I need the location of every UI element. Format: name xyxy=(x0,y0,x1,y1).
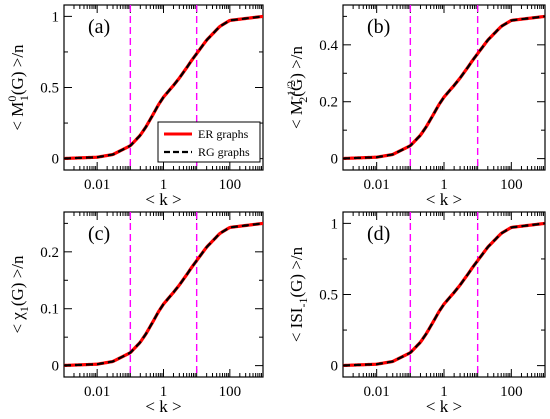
y-label-base: < χ xyxy=(8,312,27,334)
y-label-sub: -1 xyxy=(296,298,310,308)
y-tick-label: 0 xyxy=(52,359,60,375)
x-tick-label: 100 xyxy=(500,177,523,193)
y-tick-label: 1 xyxy=(331,216,339,232)
y-axis-label: < χ1(G) >/n xyxy=(8,255,31,334)
y-axis-label: < M-1/22(G) >/n xyxy=(284,46,310,129)
x-tick-label: 1 xyxy=(440,384,448,400)
x-tick-label: 0.01 xyxy=(84,177,110,193)
panel-label: (a) xyxy=(88,16,110,38)
x-tick-label: 0.01 xyxy=(364,177,390,193)
x-tick-label: 100 xyxy=(219,384,242,400)
chart-panel-b: 0.01 1 100 0 0.2 0.4 (b) < k > < M-1/22(G) >/n xyxy=(284,4,546,209)
panel-label: (c) xyxy=(88,223,110,245)
legend-entry: RG graphs xyxy=(198,145,250,159)
y-tick-label: 0.2 xyxy=(40,245,59,261)
y-label-tail: (G) >/n xyxy=(8,255,27,306)
y-tick-label: 0 xyxy=(52,152,60,168)
y-tick-label: 0.2 xyxy=(319,95,338,111)
y-tick-label: 0.5 xyxy=(40,81,59,97)
panel-label: (b) xyxy=(367,16,390,38)
series-line-rg xyxy=(64,222,263,367)
y-tick-label: 0.4 xyxy=(319,38,338,54)
y-axis-label: < ISI-1(G) >/n xyxy=(287,246,310,342)
x-tick-label: 100 xyxy=(219,177,242,193)
y-label-base: < M xyxy=(8,102,27,131)
x-tick-label: 1 xyxy=(160,177,168,193)
series-line-rg xyxy=(343,222,545,367)
y-tick-label: 0 xyxy=(331,359,339,375)
y-label-tail: (G) >/n xyxy=(8,44,27,95)
y-tick-label: 0.5 xyxy=(319,288,338,304)
x-axis-label: < k > xyxy=(426,397,462,414)
y-axis-label: < M01(G) >/n xyxy=(5,44,31,131)
panel-label: (d) xyxy=(367,223,390,245)
legend-entry: ER graphs xyxy=(198,127,249,141)
x-tick-label: 0.01 xyxy=(84,384,110,400)
y-label-sup: -1/2 xyxy=(284,81,298,100)
y-label-base: < M xyxy=(287,100,306,129)
y-tick-label: 0.1 xyxy=(40,302,59,318)
series-line-rg xyxy=(64,15,263,160)
y-tick-label: 1 xyxy=(52,9,60,25)
x-tick-label: 1 xyxy=(440,177,448,193)
y-tick-label: 0 xyxy=(331,152,339,168)
x-tick-label: 0.01 xyxy=(364,384,390,400)
x-tick-label: 100 xyxy=(500,384,523,400)
legend-box xyxy=(157,121,261,163)
series-line-rg xyxy=(343,15,545,160)
x-tick-label: 1 xyxy=(160,384,168,400)
y-label-tail: (G) >/n xyxy=(287,46,306,97)
y-label-sub: 1 xyxy=(17,306,31,312)
y-label-sub: 2 xyxy=(296,97,310,103)
y-label-base: < ISI xyxy=(287,307,306,342)
x-axis-label: < k > xyxy=(426,190,462,209)
y-label-sup: 0 xyxy=(5,96,19,102)
y-label-sub: 1 xyxy=(17,95,31,101)
x-axis-label: < k > xyxy=(145,397,181,414)
x-axis-label: < k > xyxy=(145,190,181,209)
y-label-tail: (G) >/n xyxy=(287,246,306,297)
chart-panel-d: 0.01 1 100 0 0.5 1 (d) < k > < ISI-1(G) >/n xyxy=(287,211,546,416)
